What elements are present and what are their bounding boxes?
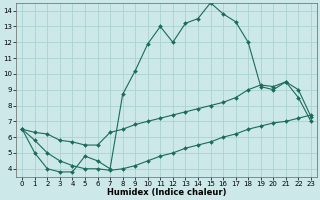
X-axis label: Humidex (Indice chaleur): Humidex (Indice chaleur) bbox=[107, 188, 226, 197]
